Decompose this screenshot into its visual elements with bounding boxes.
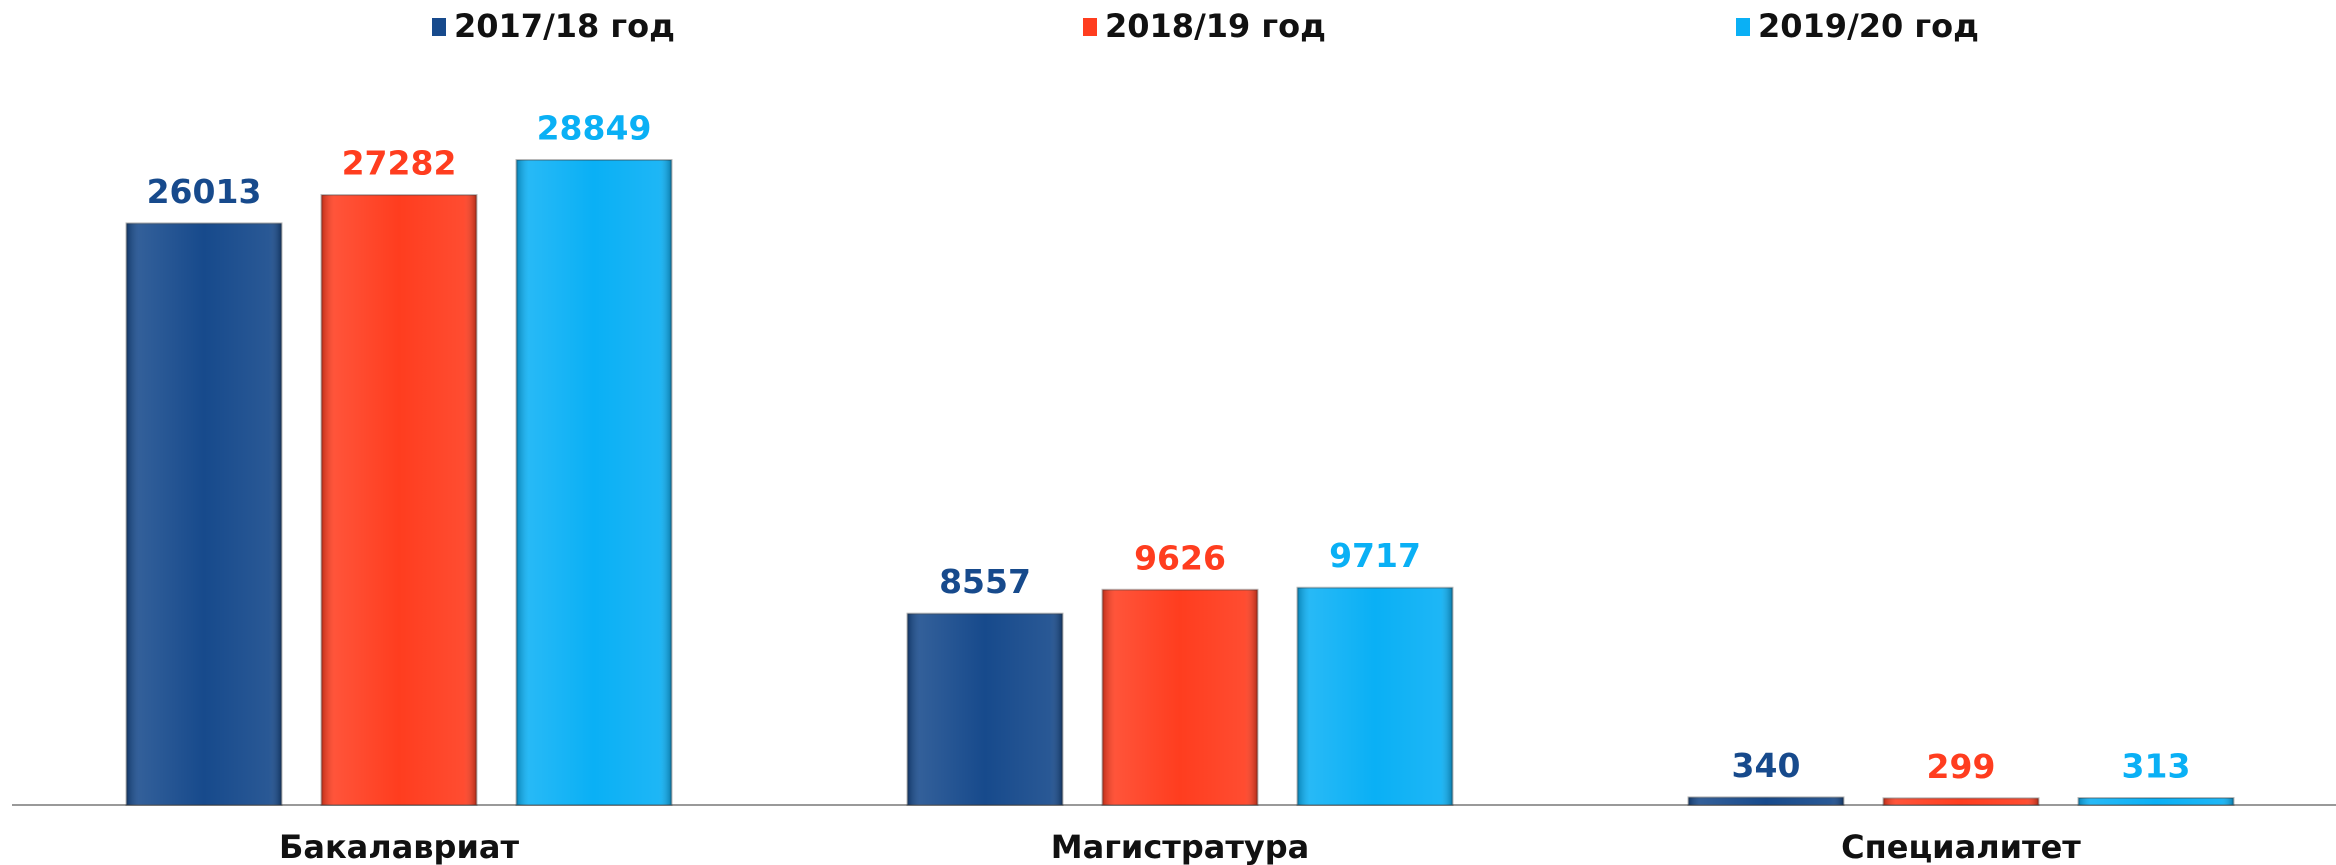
bar-shade [321,195,477,805]
category-label: Магистратура [1051,828,1310,865]
value-label: 299 [1927,747,1996,786]
bar-shade [1688,797,1844,805]
value-label: 26013 [147,172,262,211]
bar-shade [1297,587,1453,805]
legend-swatch [432,18,446,36]
value-label: 28849 [537,109,652,148]
value-label: 340 [1732,746,1801,785]
category-label: Бакалавриат [279,828,520,865]
bar-shade [907,613,1063,805]
value-label: 8557 [939,562,1031,601]
bar-shade [126,223,282,805]
legend-label: 2019/20 год [1758,7,1979,45]
bar-shade [516,160,672,805]
value-label: 313 [2122,747,2191,786]
category-label: Специалитет [1841,828,2081,865]
bar-shade [2078,798,2234,805]
value-label: 9626 [1134,538,1226,577]
bar-shade [1883,798,2039,805]
value-label: 27282 [342,144,457,183]
legend-swatch [1736,18,1750,36]
legend-label: 2017/18 год [454,7,675,45]
legend-label: 2018/19 год [1105,7,1326,45]
legend-swatch [1083,18,1097,36]
bar-shade [1102,589,1258,805]
value-label: 9717 [1329,536,1421,575]
